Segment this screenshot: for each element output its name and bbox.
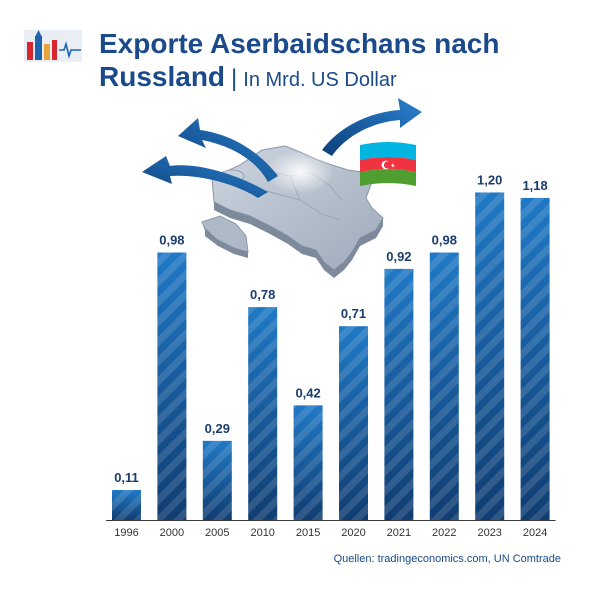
bar-2010 [248, 307, 278, 520]
x-axis-ticks: 1996 2000 2005 2010 2015 2020 2021 2022 2023 2024 [114, 527, 547, 539]
export-arrow-icon-2 [178, 118, 278, 182]
value-label-2023: 1,20 [477, 172, 502, 187]
x-tick-label-2005: 2005 [205, 527, 229, 539]
title-line-2: Russland | In Mrd. US Dollar [99, 60, 499, 97]
value-label-2010: 0,78 [250, 287, 275, 302]
source-note: Quellen: tradingeconomics.com, UN Comtra… [333, 553, 561, 565]
x-tick-label-2022: 2022 [432, 527, 456, 539]
value-label-2024: 1,18 [522, 178, 547, 193]
bar-2005 [202, 440, 232, 520]
subtitle: In Mrd. US Dollar [243, 69, 397, 91]
x-tick-label-2021: 2021 [387, 527, 411, 539]
bar-2022 [429, 252, 459, 521]
bar-2020 [339, 326, 368, 520]
bar-2000 [157, 252, 187, 521]
x-tick-label-2010: 2010 [250, 527, 274, 539]
bar-2023 [475, 192, 505, 520]
kremlin-ecg-logo-icon [24, 30, 82, 62]
x-tick-label-2000: 2000 [160, 527, 184, 539]
value-labels: 0,11 0,98 0,29 0,78 0,42 0,71 0,92 0,98 1,20 1,18 [114, 172, 548, 485]
title-country: Russland [99, 61, 226, 92]
bar-2024 [520, 197, 550, 520]
value-label-1996: 0,11 [114, 470, 139, 485]
x-tick-label-2020: 2020 [341, 527, 365, 539]
x-tick-label-1996: 1996 [114, 527, 138, 539]
export-arrow-icon-3 [322, 98, 422, 156]
bar-2021 [384, 268, 414, 520]
value-label-2005: 0,29 [205, 421, 230, 436]
bar-2015 [293, 405, 323, 520]
value-label-2000: 0,98 [159, 233, 184, 248]
value-label-2020: 0,71 [341, 306, 366, 321]
value-label-2022: 0,98 [432, 233, 457, 248]
page-title: Exporte Aserbaidschans nach Russland | In … [99, 27, 499, 97]
x-tick-label-2015: 2015 [296, 527, 320, 539]
bar-1996 [112, 489, 141, 520]
bars-layer [112, 192, 550, 521]
value-label-2021: 0,92 [386, 249, 411, 264]
x-tick-label-2023: 2023 [477, 527, 501, 539]
x-tick-label-2024: 2024 [523, 527, 547, 539]
title-line-1: Exporte Aserbaidschans nach [99, 28, 500, 59]
title-separator: | [231, 65, 238, 92]
value-label-2015: 0,42 [295, 385, 320, 400]
export-arrow-icon-1 [142, 156, 268, 198]
azerbaijan-flag-icon [360, 142, 416, 186]
